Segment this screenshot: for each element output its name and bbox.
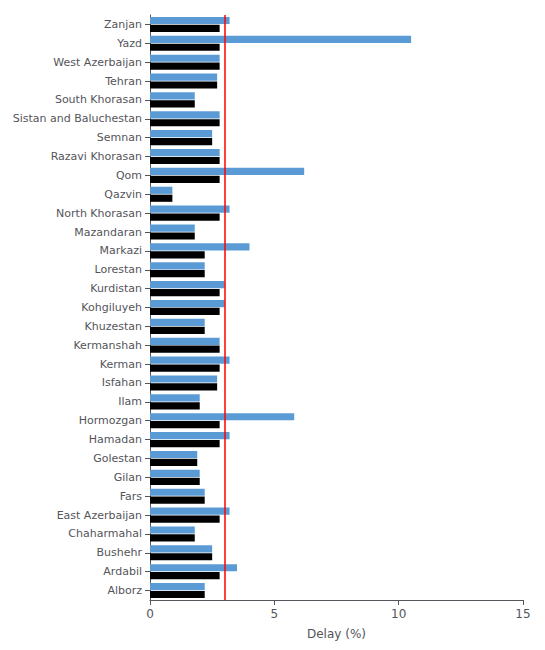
svg-text:Zanjan: Zanjan — [104, 18, 142, 31]
svg-text:Kohgiluyeh: Kohgiluyeh — [81, 301, 142, 314]
svg-text:Hamadan: Hamadan — [89, 433, 142, 446]
svg-text:Mazandaran: Mazandaran — [74, 226, 142, 239]
svg-text:West Azerbaijan: West Azerbaijan — [53, 56, 142, 69]
svg-text:North Khorasan: North Khorasan — [56, 207, 142, 220]
svg-text:East Azerbaijan: East Azerbaijan — [57, 509, 142, 522]
svg-text:Ardabil: Ardabil — [103, 565, 142, 578]
svg-text:Kermanshah: Kermanshah — [73, 339, 142, 352]
svg-text:15: 15 — [515, 607, 530, 621]
svg-text:Semnan: Semnan — [97, 131, 142, 144]
svg-text:Delay (%): Delay (%) — [307, 627, 366, 641]
svg-text:Tehran: Tehran — [104, 75, 142, 88]
svg-text:Gilan: Gilan — [114, 471, 142, 484]
svg-text:Qom: Qom — [116, 169, 142, 182]
svg-text:Razavi Khorasan: Razavi Khorasan — [51, 150, 142, 163]
svg-text:Alborz: Alborz — [107, 584, 142, 597]
svg-text:0: 0 — [146, 607, 154, 621]
svg-text:10: 10 — [391, 607, 406, 621]
svg-text:Sistan and Baluchestan: Sistan and Baluchestan — [13, 112, 142, 125]
svg-text:Bushehr: Bushehr — [97, 546, 143, 559]
svg-text:Fars: Fars — [120, 490, 143, 503]
svg-text:Hormozgan: Hormozgan — [79, 414, 142, 427]
svg-text:5: 5 — [271, 607, 279, 621]
svg-text:Qazvin: Qazvin — [104, 188, 142, 201]
svg-text:Markazi: Markazi — [99, 244, 142, 257]
svg-text:Khuzestan: Khuzestan — [85, 320, 142, 333]
svg-text:Isfahan: Isfahan — [102, 376, 142, 389]
svg-text:Golestan: Golestan — [93, 452, 142, 465]
svg-text:South Khorasan: South Khorasan — [55, 93, 142, 106]
svg-text:Kurdistan: Kurdistan — [90, 282, 142, 295]
svg-text:Ilam: Ilam — [118, 395, 142, 408]
svg-text:Yazd: Yazd — [116, 37, 142, 50]
svg-text:Kerman: Kerman — [100, 358, 142, 371]
svg-text:Lorestan: Lorestan — [95, 263, 142, 276]
svg-text:Chaharmahal: Chaharmahal — [68, 527, 142, 540]
